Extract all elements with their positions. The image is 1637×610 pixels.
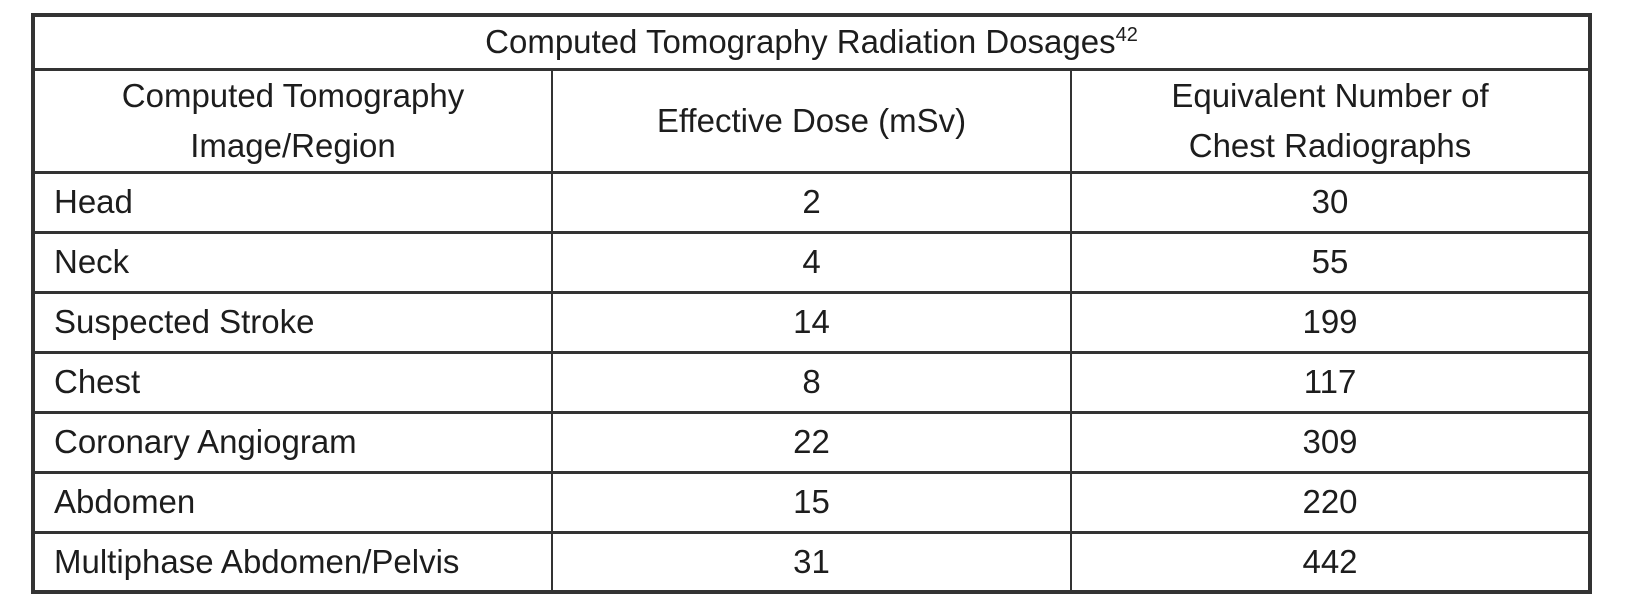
cell-chest-radiographs: 199	[1070, 290, 1592, 354]
column-header-effective-dose: Effective Dose (mSv)	[551, 67, 1072, 174]
cell-image-region: Multiphase Abdomen/Pelvis	[31, 530, 553, 594]
cell-chest-radiographs: 30	[1070, 170, 1592, 234]
column-header-effective-dose-label: Effective Dose (mSv)	[656, 101, 967, 139]
cell-image-region: Abdomen	[31, 470, 553, 534]
table-row: Abdomen 15 220	[31, 470, 1592, 534]
column-header-chest-radiographs: Equivalent Number of Chest Radiographs	[1070, 67, 1592, 174]
cell-effective-dose: 14	[551, 290, 1072, 354]
column-header-image-region: Computed Tomography Image/Region	[31, 67, 553, 174]
table-title-cell: Computed Tomography Radiation Dosages42	[31, 13, 1592, 71]
cell-chest-radiographs: 55	[1070, 230, 1592, 294]
table-row: Neck 4 55	[31, 230, 1592, 294]
table-row: Coronary Angiogram 22 309	[31, 410, 1592, 474]
cell-chest-radiographs: 442	[1070, 530, 1592, 594]
cell-image-region: Neck	[31, 230, 553, 294]
cell-effective-dose: 31	[551, 530, 1072, 594]
cell-chest-radiographs: 309	[1070, 410, 1592, 474]
ct-dosage-table-container: Computed Tomography Radiation Dosages42 …	[31, 13, 1592, 594]
cell-effective-dose: 22	[551, 410, 1072, 474]
cell-effective-dose: 2	[551, 170, 1072, 234]
table-row: Multiphase Abdomen/Pelvis 31 442	[31, 530, 1592, 594]
table-body: Head 2 30 Neck 4 55 Suspected Stroke 14 199 Chest…	[31, 170, 1592, 594]
cell-image-region: Coronary Angiogram	[31, 410, 553, 474]
cell-image-region: Chest	[31, 350, 553, 414]
cell-effective-dose: 15	[551, 470, 1072, 534]
table-header-row: Computed Tomography Image/Region Effecti…	[31, 67, 1592, 174]
cell-chest-radiographs: 220	[1070, 470, 1592, 534]
column-header-chest-radiographs-label: Equivalent Number of Chest Radiographs	[1171, 77, 1489, 164]
cell-image-region: Suspected Stroke	[31, 290, 553, 354]
table-title-reference-superscript: 42	[1115, 24, 1138, 47]
table-row: Head 2 30	[31, 170, 1592, 234]
table-title-text: Computed Tomography Radiation Dosages	[485, 23, 1116, 61]
table-row: Chest 8 117	[31, 350, 1592, 414]
cell-effective-dose: 8	[551, 350, 1072, 414]
cell-chest-radiographs: 117	[1070, 350, 1592, 414]
column-header-image-region-label: Computed Tomography Image/Region	[121, 77, 465, 164]
cell-effective-dose: 4	[551, 230, 1072, 294]
table-row: Suspected Stroke 14 199	[31, 290, 1592, 354]
ct-dosage-table: Computed Tomography Radiation Dosages42 …	[31, 13, 1592, 594]
table-title-row: Computed Tomography Radiation Dosages42	[31, 13, 1592, 71]
cell-image-region: Head	[31, 170, 553, 234]
